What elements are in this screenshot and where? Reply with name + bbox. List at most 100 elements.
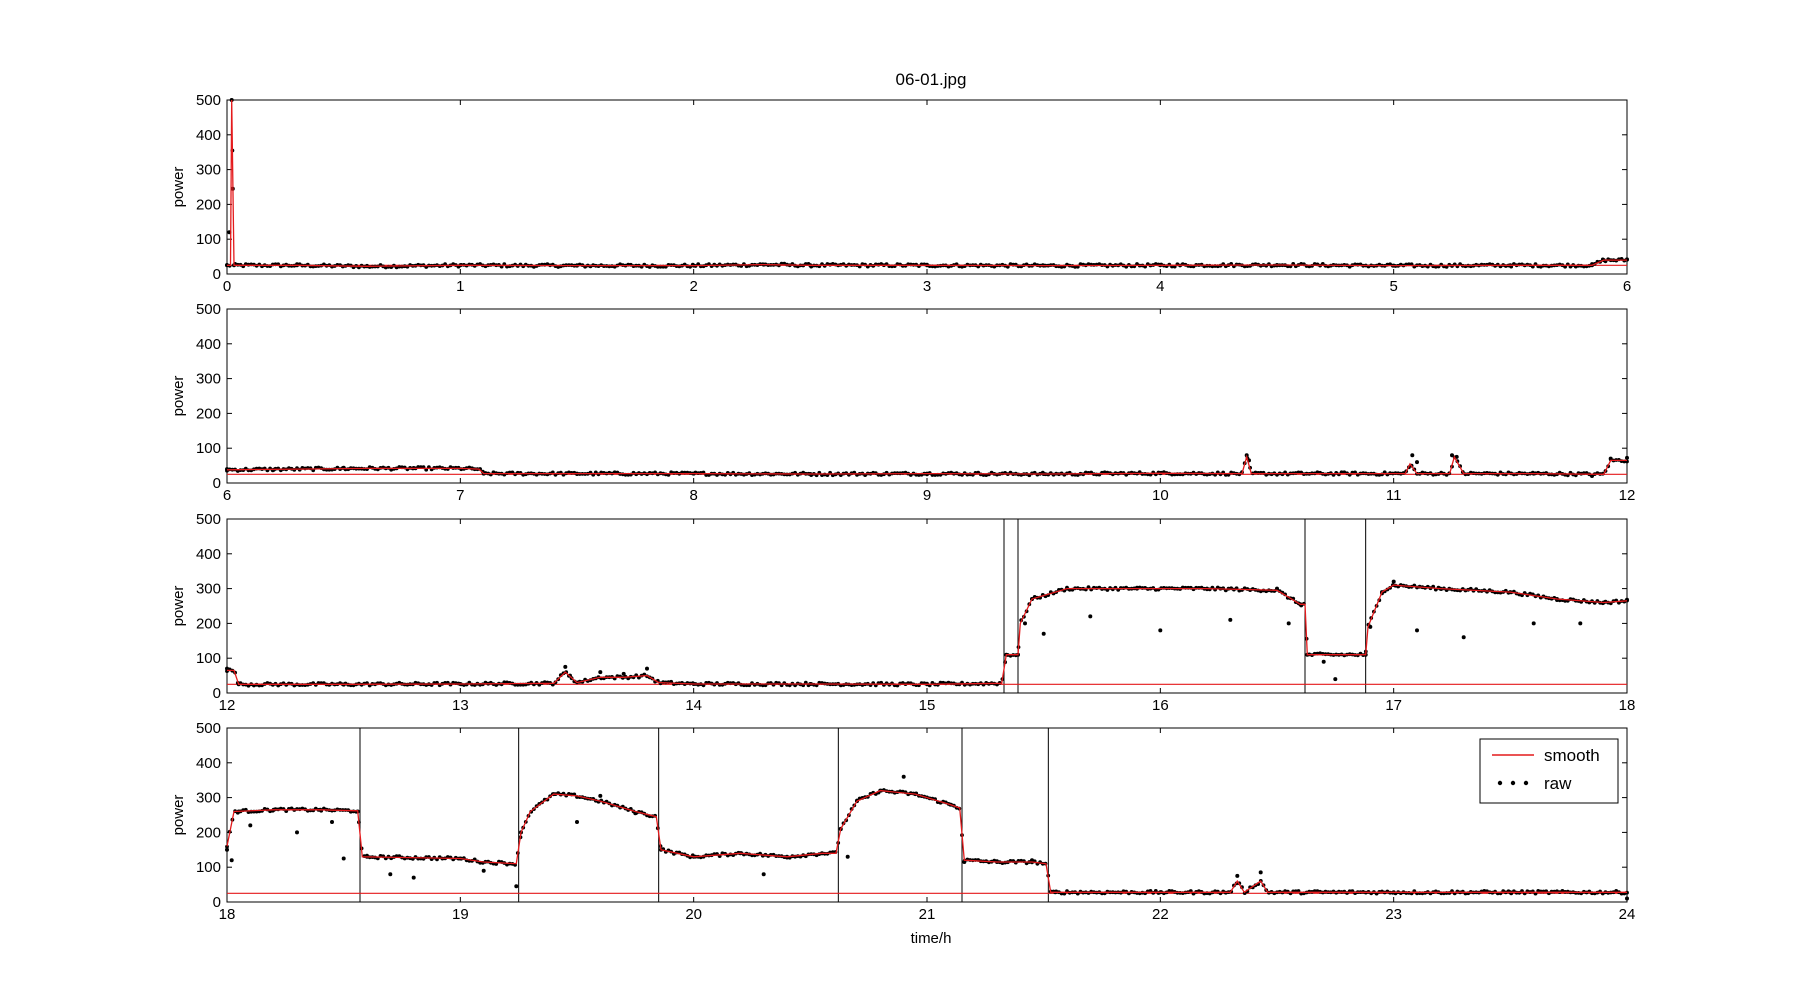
smooth-series — [227, 99, 1627, 267]
y-axis-label: power — [170, 376, 187, 417]
raw-point — [575, 820, 579, 824]
panel-1: 0 100 200 300 400 500 0 1 2 3 4 5 6 power — [170, 92, 1631, 295]
x-tick-label: 4 — [1156, 278, 1164, 295]
plot-frame — [226, 99, 1628, 275]
raw-point — [388, 872, 393, 877]
raw-point — [1608, 456, 1613, 461]
raw-point — [1625, 896, 1629, 901]
y-tick-label: 0 — [213, 894, 221, 911]
raw-point — [761, 872, 766, 877]
raw-point — [411, 875, 416, 880]
raw-point — [1415, 628, 1419, 633]
legend-raw-dot — [1523, 780, 1529, 786]
legend-box — [1479, 738, 1619, 804]
raw-point — [1531, 621, 1536, 626]
raw-series — [225, 774, 1629, 901]
x-tick-label: 3 — [923, 278, 931, 295]
raw-point — [1286, 621, 1291, 626]
raw-point — [1578, 621, 1583, 626]
y-tick-label: 400 — [196, 336, 221, 353]
x-tick-label: 18 — [1619, 697, 1636, 714]
x-tick-label: 9 — [923, 487, 931, 504]
panel-2: 0 100 200 300 400 500 6 7 8 9 10 11 12 power — [170, 301, 1635, 504]
raw-point — [225, 847, 229, 852]
plot-frame — [226, 308, 1628, 484]
legend-raw-dot — [1497, 780, 1503, 786]
raw-point — [330, 820, 334, 824]
y-tick-label: 300 — [196, 162, 221, 179]
x-tick-label: 8 — [689, 487, 697, 504]
raw-point — [1454, 454, 1459, 459]
x-tick-label: 19 — [452, 906, 469, 923]
smooth-series — [226, 789, 1627, 894]
x-tick-label: 1 — [456, 278, 464, 295]
raw-point — [341, 856, 346, 861]
x-axis-label: time/h — [911, 930, 952, 947]
y-tick-label: 400 — [196, 546, 221, 563]
y-tick-label: 300 — [196, 790, 221, 807]
smooth-series — [226, 454, 1627, 475]
y-tick-label: 500 — [196, 301, 221, 318]
x-tick-label: 7 — [456, 487, 464, 504]
raw-point — [645, 666, 649, 671]
legend-raw-dot — [1510, 780, 1516, 786]
raw-point — [295, 830, 299, 835]
raw-point — [1030, 858, 1034, 863]
raw-point — [598, 793, 603, 798]
raw-point — [901, 774, 906, 779]
y-tick-label: 200 — [196, 615, 221, 632]
y-tick-label: 500 — [196, 92, 221, 109]
raw-point — [225, 666, 229, 671]
smooth-series — [227, 584, 1628, 685]
panel-4: 0 100 200 300 400 500 18 19 20 21 22 23 24 power — [170, 720, 1635, 923]
legend-raw-label: raw — [1544, 774, 1572, 793]
raw-point — [1228, 617, 1233, 622]
raw-point — [962, 860, 967, 864]
x-tick-label: 18 — [219, 906, 236, 923]
legend: smooth raw — [1479, 738, 1619, 804]
x-tick-label: 10 — [1152, 487, 1169, 504]
x-tick-label: 5 — [1389, 278, 1397, 295]
x-tick-label: 0 — [223, 278, 231, 295]
y-tick-label: 100 — [196, 231, 221, 248]
raw-point — [225, 467, 229, 472]
raw-point — [845, 854, 850, 859]
raw-point — [1415, 460, 1419, 465]
x-tick-label: 21 — [919, 906, 936, 923]
figure-title: 06-01.jpg — [896, 70, 967, 89]
panel-3: 0 100 200 300 400 500 12 13 14 15 16 17 18 power — [170, 511, 1635, 714]
x-tick-label: 6 — [223, 487, 231, 504]
y-tick-label: 100 — [196, 859, 221, 876]
x-tick-label: 23 — [1385, 906, 1402, 923]
raw-point — [1023, 621, 1027, 626]
raw-point — [248, 823, 253, 828]
raw-point — [1410, 453, 1415, 458]
raw-point — [1258, 870, 1263, 875]
y-tick-label: 200 — [196, 196, 221, 213]
y-tick-label: 200 — [196, 405, 221, 422]
raw-point — [1368, 624, 1373, 629]
plot-frame — [226, 518, 1628, 694]
y-axis-label: power — [170, 167, 187, 208]
raw-point — [229, 858, 234, 863]
x-tick-label: 14 — [685, 697, 702, 714]
raw-point — [1158, 628, 1163, 633]
y-tick-label: 500 — [196, 720, 221, 737]
y-tick-label: 0 — [213, 266, 221, 283]
y-tick-label: 300 — [196, 581, 221, 598]
raw-point — [1461, 635, 1466, 640]
raw-point — [225, 844, 229, 849]
x-tick-label: 6 — [1623, 278, 1631, 295]
x-tick-label: 15 — [919, 697, 936, 714]
y-tick-label: 400 — [196, 127, 221, 144]
raw-series — [225, 98, 1629, 270]
raw-point — [1333, 677, 1338, 682]
y-axis-label: power — [170, 586, 187, 627]
raw-point — [481, 868, 486, 873]
raw-series — [225, 579, 1629, 688]
y-tick-label: 100 — [196, 650, 221, 667]
x-tick-label: 13 — [452, 697, 469, 714]
x-tick-label: 16 — [1152, 697, 1169, 714]
